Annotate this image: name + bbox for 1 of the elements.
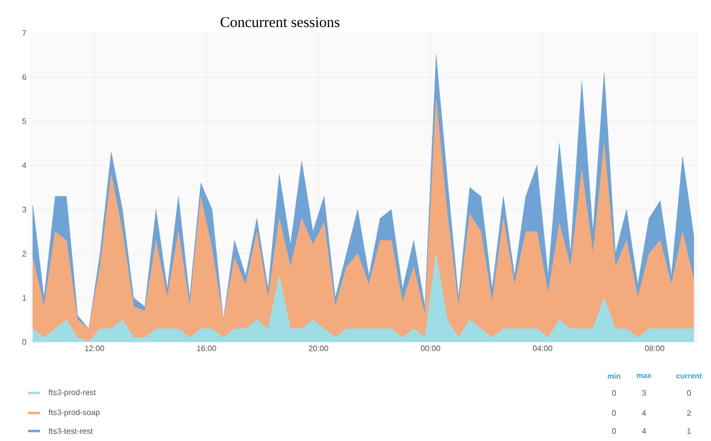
chart-title: Concurrent sessions — [220, 17, 340, 28]
